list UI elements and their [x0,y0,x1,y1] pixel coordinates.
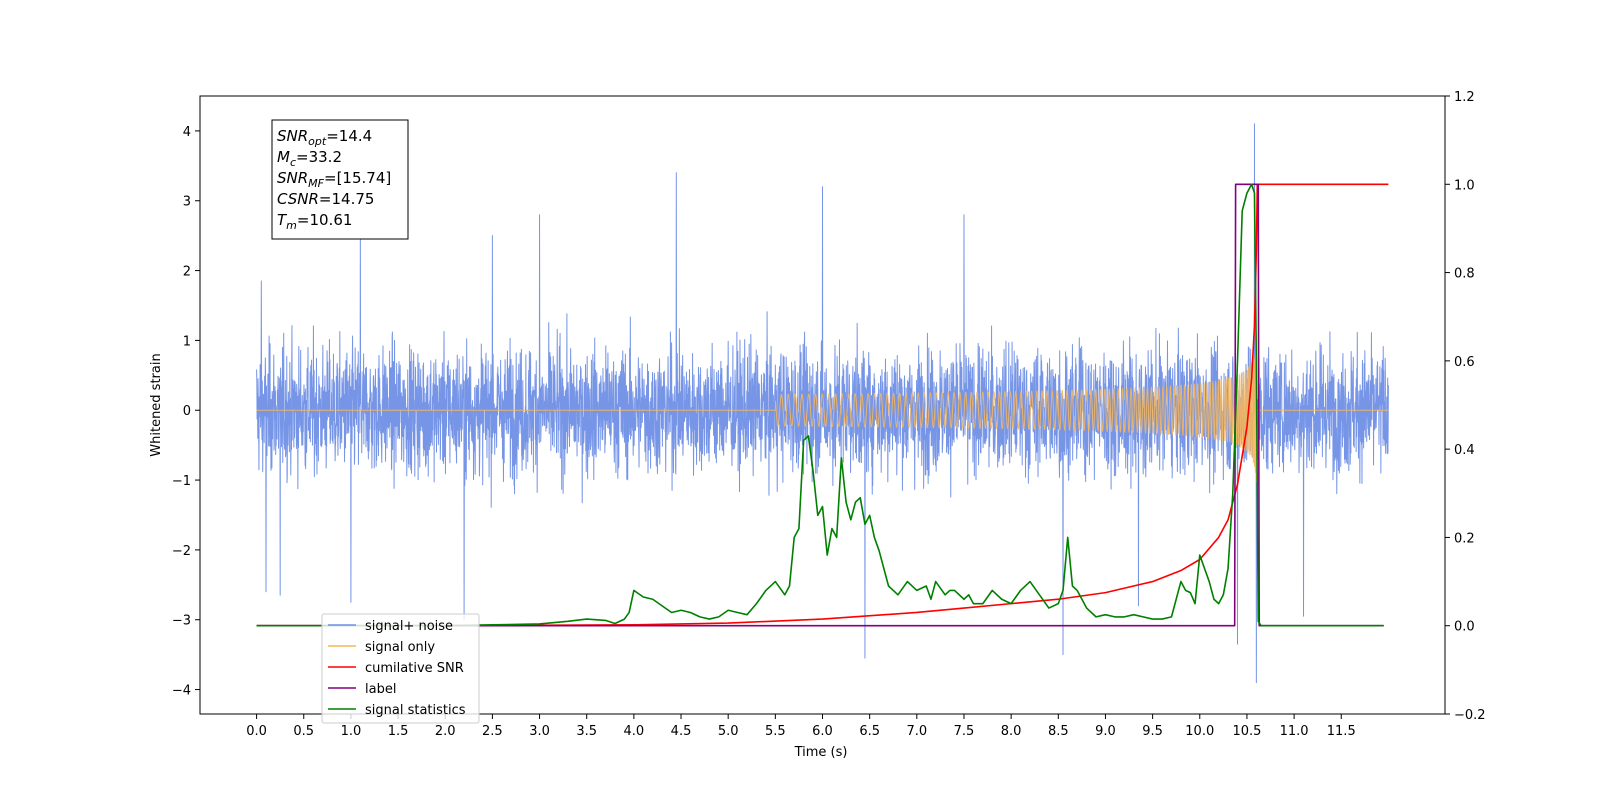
annotation-subscript: opt [308,135,327,148]
y2-tick-label: 0.8 [1454,267,1475,282]
y-axis-left: 4 3 2 1 0 −1 −2 −3 −4 [172,125,200,699]
annotation-symbol: SNR [277,169,308,187]
x-tick-label: 9.5 [1142,724,1163,739]
annotation-symbol: CSNR [277,190,319,208]
legend-entry: signal statistics [365,703,466,718]
legend-entry: signal+ noise [365,619,453,634]
annotation-line: Mc=33.2 [277,148,342,169]
y-tick-label: 2 [183,265,191,280]
x-tick-label: 8.0 [1001,724,1022,739]
y2-tick-label: 1.0 [1454,178,1475,193]
annotation-line: Tm=10.61 [277,211,352,232]
x-tick-label: 2.5 [482,724,503,739]
y-tick-label: 0 [183,404,191,419]
y-axis-label: Whitened strain [149,353,164,456]
y2-tick-label: 1.2 [1454,90,1475,105]
legend-entry: signal only [365,640,435,655]
x-tick-label: 6.0 [812,724,833,739]
x-tick-label: 8.5 [1048,724,1069,739]
legend-frame [321,613,480,724]
x-tick-label: 7.5 [954,724,975,739]
x-axis: 0.0 0.5 1.0 1.5 2.0 2.5 3.0 3.5 4.0 4.5 5.0 5.5 6.0 6… [246,714,1356,739]
y2-tick-label: −0.2 [1454,708,1486,723]
x-tick-label: 1.5 [388,724,409,739]
series-cumulative-snr [256,183,1389,627]
x-tick-label: 3.0 [529,724,550,739]
annotation-frame [271,119,409,240]
x-tick-label: 1.0 [341,724,362,739]
annotation-subscript: m [286,219,297,232]
x-tick-label: 10.5 [1232,724,1261,739]
series-signal-statistics [256,183,1384,627]
y-tick-label: −1 [172,474,191,489]
annotation-symbol: SNR [277,127,308,145]
x-tick-label: 11.0 [1280,724,1309,739]
y-tick-label: −3 [172,614,191,629]
x-tick-label: 4.0 [624,724,645,739]
y-tick-label: 4 [183,125,191,140]
annotation-subscript: MF [308,177,324,190]
y-tick-label: 3 [183,195,191,210]
series-signal-noise [256,123,1389,684]
legend-entry: cumilative SNR [365,661,464,676]
annotation-value: =14.4 [326,127,372,145]
legend: signal+ noise signal only cumilative SNR la… [321,613,480,724]
x-tick-label: 0.5 [293,724,314,739]
y-tick-label: −2 [172,544,191,559]
y2-tick-label: 0.0 [1454,620,1475,635]
series-layer [256,123,1389,684]
annotation-subscript: c [290,156,296,169]
y-tick-label: −4 [172,684,191,699]
x-tick-label: 5.0 [718,724,739,739]
y2-tick-label: 0.2 [1454,531,1475,546]
x-tick-label: 10.0 [1185,724,1214,739]
annotation-line: SNRMF=[15.74] [277,169,391,190]
x-tick-label: 11.5 [1327,724,1356,739]
annotation-value: =[15.74] [324,169,391,187]
annotation-value: =33.2 [296,148,342,166]
y-tick-label: 1 [183,334,191,349]
x-tick-label: 7.0 [906,724,927,739]
annotation-line: CSNR=14.75 [277,190,374,208]
x-tick-label: 3.5 [576,724,597,739]
annotation-symbol: M [277,148,290,166]
y-axis-right: 1.2 1.0 0.8 0.6 0.4 0.2 0.0 −0.2 [1445,90,1486,723]
annotation-value: =14.75 [319,190,375,208]
stats-annotation-box: SNRopt=14.4Mc=33.2SNRMF=[15.74]CSNR=14.7… [271,119,409,240]
legend-entry: label [365,682,396,697]
annotation-value: =10.61 [297,211,353,229]
annotation-line: SNRopt=14.4 [277,127,372,148]
annotation-symbol: T [277,211,288,229]
x-tick-label: 9.0 [1095,724,1116,739]
y2-tick-label: 0.4 [1454,443,1475,458]
y2-tick-label: 0.6 [1454,355,1475,370]
x-tick-label: 5.5 [765,724,786,739]
x-tick-label: 4.5 [671,724,692,739]
x-tick-label: 0.0 [246,724,267,739]
x-axis-label: Time (s) [794,745,848,760]
series-signal-only [256,332,1389,483]
x-tick-label: 2.0 [435,724,456,739]
x-tick-label: 6.5 [859,724,880,739]
